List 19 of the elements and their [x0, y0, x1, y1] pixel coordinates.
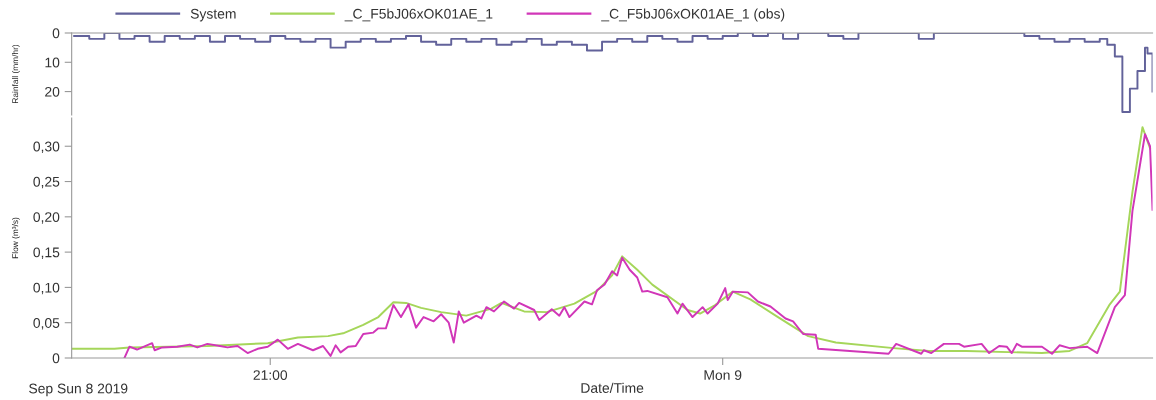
- y-tick-label: 0,10: [33, 282, 60, 295]
- y-tick-label: 0: [52, 353, 60, 364]
- x-tick-label: Mon 9: [704, 370, 742, 381]
- y-tick-label: 0: [52, 28, 60, 39]
- legend-label: _C_F5bJ06xOK01AE_1 (obs): [601, 8, 785, 22]
- y-axis-title: Flow (m³/s): [12, 217, 20, 259]
- y-tick-label: 0,30: [33, 141, 60, 154]
- y-tick-label: 0,15: [33, 247, 60, 259]
- y-tick-label: 0,25: [33, 176, 60, 189]
- y-tick-label: 10: [45, 57, 60, 68]
- x-tick-label: 21:00: [253, 370, 288, 381]
- x-axis-title: Date/Time: [581, 382, 644, 393]
- legend-label: System: [190, 8, 236, 22]
- y-tick-label: 20: [45, 86, 60, 97]
- y-tick-label: 0,20: [33, 212, 60, 224]
- y-tick-label: 0,05: [33, 318, 60, 330]
- y-axis-title: Rainfall (mm/hr): [12, 44, 20, 103]
- legend-label: _C_F5bJ06xOK01AE_1: [344, 8, 493, 22]
- text: Sep Sun 8 2019: [29, 383, 128, 397]
